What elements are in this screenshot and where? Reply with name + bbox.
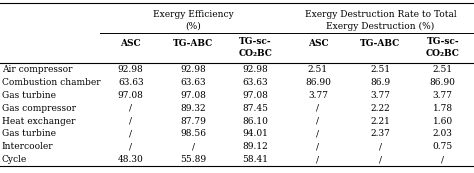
Text: 86.90: 86.90 [430,78,456,87]
Text: /: / [129,129,132,138]
Text: /: / [129,117,132,126]
Text: 2.03: 2.03 [433,129,453,138]
Text: 87.79: 87.79 [180,117,206,126]
Text: 0.75: 0.75 [433,142,453,151]
Text: 92.98: 92.98 [118,65,144,74]
Text: Exergy Destruction (%): Exergy Destruction (%) [326,22,435,31]
Text: 3.77: 3.77 [433,91,453,100]
Text: 63.63: 63.63 [118,78,144,87]
Text: 63.63: 63.63 [180,78,206,87]
Text: 97.08: 97.08 [118,91,144,100]
Text: TG-ABC: TG-ABC [360,39,401,48]
Text: /: / [317,155,319,164]
Text: 89.32: 89.32 [180,104,206,113]
Text: Intercooler: Intercooler [2,142,54,151]
Text: 86.10: 86.10 [243,117,268,126]
Text: 3.77: 3.77 [308,91,328,100]
Text: 55.89: 55.89 [180,155,206,164]
Text: 92.98: 92.98 [180,65,206,74]
Text: Air compressor: Air compressor [2,65,73,74]
Text: /: / [379,155,382,164]
Text: (%): (%) [185,22,201,31]
Text: Heat exchanger: Heat exchanger [2,117,75,126]
Text: 89.12: 89.12 [243,142,268,151]
Text: 58.41: 58.41 [243,155,269,164]
Text: TG-sc-: TG-sc- [427,37,459,46]
Text: CO₂BC: CO₂BC [238,49,273,58]
Text: 2.51: 2.51 [370,65,391,74]
Text: 2.22: 2.22 [371,104,390,113]
Text: /: / [129,142,132,151]
Text: Gas turbine: Gas turbine [2,129,56,138]
Text: TG-ABC: TG-ABC [173,39,213,48]
Text: /: / [129,104,132,113]
Text: /: / [317,142,319,151]
Text: Combustion chamber: Combustion chamber [2,78,100,87]
Text: 2.51: 2.51 [433,65,453,74]
Text: /: / [317,104,319,113]
Text: 97.08: 97.08 [180,91,206,100]
Text: /: / [379,142,382,151]
Text: Cycle: Cycle [2,155,27,164]
Text: 92.98: 92.98 [243,65,268,74]
Text: 3.77: 3.77 [370,91,391,100]
Text: 86.90: 86.90 [305,78,331,87]
Text: 98.56: 98.56 [180,129,206,138]
Text: /: / [317,117,319,126]
Text: 2.21: 2.21 [371,117,390,126]
Text: Exergy Efficiency: Exergy Efficiency [153,10,234,19]
Text: TG-sc-: TG-sc- [239,37,272,46]
Text: CO₂BC: CO₂BC [426,49,460,58]
Text: 48.30: 48.30 [118,155,144,164]
Text: /: / [441,155,444,164]
Text: 1.60: 1.60 [433,117,453,126]
Text: 94.01: 94.01 [243,129,268,138]
Text: 2.37: 2.37 [371,129,390,138]
Text: /: / [191,142,195,151]
Text: Exergy Destruction Rate to Total: Exergy Destruction Rate to Total [305,10,456,19]
Text: /: / [317,129,319,138]
Text: 1.78: 1.78 [433,104,453,113]
Text: 2.51: 2.51 [308,65,328,74]
Text: ASC: ASC [308,39,328,48]
Text: Gas turbine: Gas turbine [2,91,56,100]
Text: 97.08: 97.08 [243,91,268,100]
Text: 63.63: 63.63 [243,78,268,87]
Text: 87.45: 87.45 [243,104,269,113]
Text: 86.9: 86.9 [370,78,391,87]
Text: ASC: ASC [120,39,141,48]
Text: Gas compressor: Gas compressor [2,104,76,113]
